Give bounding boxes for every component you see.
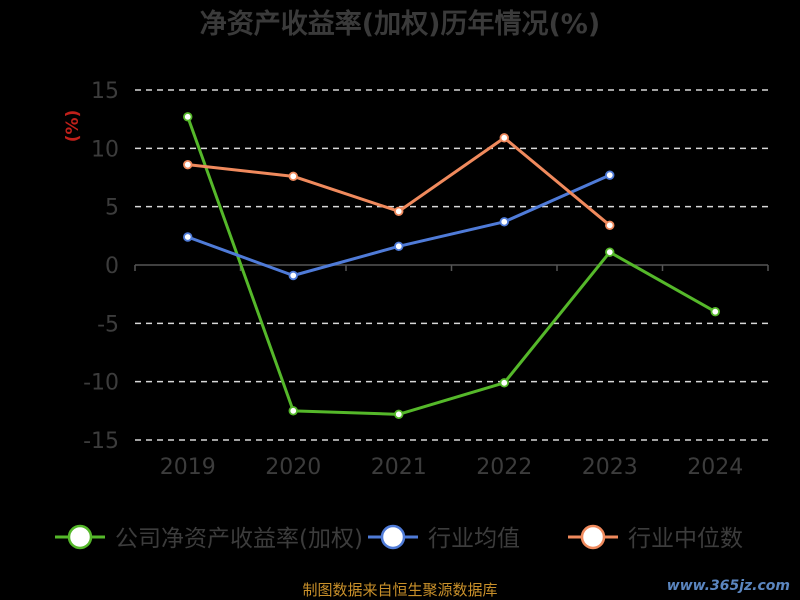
data-source-note: 制图数据来自恒生聚源数据库 [302,581,498,599]
data-point [605,170,615,180]
y-tick-label: -10 [83,371,119,396]
x-tick-label: 2023 [582,455,638,480]
legend-marker [580,524,606,550]
x-tick-label: 2024 [687,455,743,480]
data-point [288,171,298,182]
x-tick-label: 2020 [265,455,321,480]
legend-label: 行业均值 [428,526,520,552]
y-tick-label: 10 [91,137,119,162]
x-tick-label: 2019 [160,455,216,480]
data-point [499,133,509,143]
data-point [605,220,615,231]
chart-title: 净资产收益率(加权)历年情况(%) [199,9,601,40]
y-tick-label: 5 [105,196,119,221]
data-point [499,378,509,388]
data-point [710,306,720,317]
data-point [394,206,404,217]
series-line-2 [187,173,611,277]
data-point [183,112,193,122]
y-tick-label: 0 [105,254,119,279]
data-point [183,159,193,170]
data-point [288,406,298,416]
data-point [605,247,615,257]
series-line-1 [186,116,716,416]
y-axis-label: (%) [63,110,83,143]
data-point [499,217,509,227]
x-tick-label: 2022 [476,455,532,480]
legend-marker [380,524,406,550]
y-tick-label: 15 [91,79,119,104]
y-tick-label: -5 [97,312,119,337]
data-point [394,409,404,420]
legend-marker [67,524,93,550]
data-point [394,241,404,252]
data-point [288,270,298,281]
y-tick-label: -15 [83,429,119,454]
data-point [183,232,193,242]
legend-label: 公司净资产收益率(加权) [115,526,363,552]
legend-label: 行业中位数 [628,526,743,552]
watermark: www.365jz.com [666,578,790,594]
x-tick-label: 2021 [371,455,427,480]
